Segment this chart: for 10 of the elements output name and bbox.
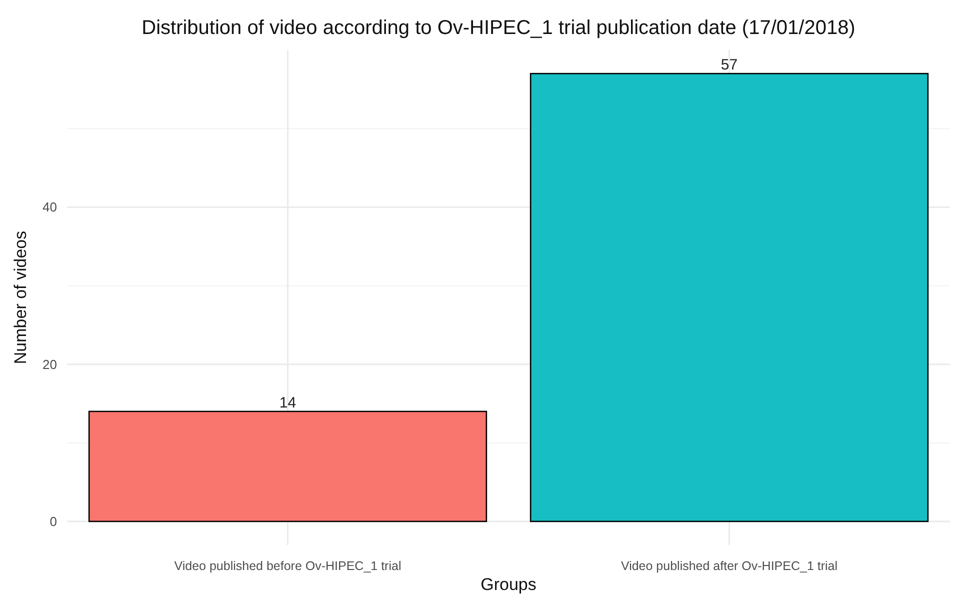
chart-title: Distribution of video according to Ov-HIPEC_1 trial publication date (17/01/2018) [142, 17, 856, 39]
y-tick-label: 0 [50, 514, 57, 529]
y-axis-title: Number of videos [11, 230, 30, 364]
y-tick-label: 40 [42, 200, 57, 215]
x-tick-label: Video published before Ov-HIPEC_1 trial [174, 559, 402, 573]
data-label: 14 [279, 394, 296, 412]
y-tick-label: 20 [42, 356, 57, 372]
x-tick-label: Video published after Ov-HIPEC_1 trial [620, 559, 838, 573]
data-label: 57 [720, 56, 738, 74]
x-axis-title: Groups [480, 575, 536, 594]
